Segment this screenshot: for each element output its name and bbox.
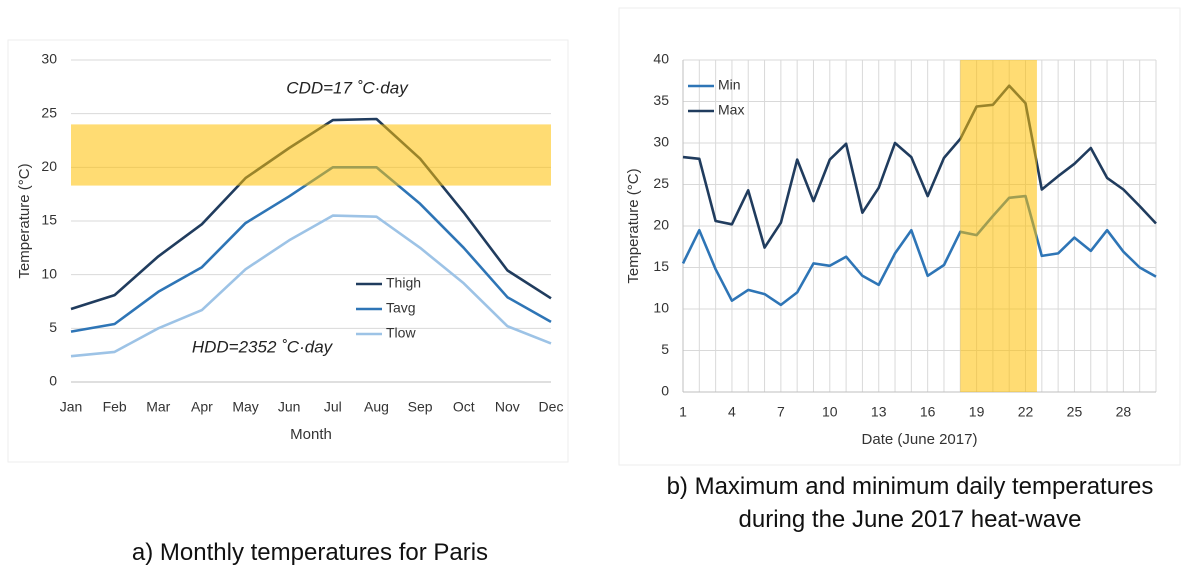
legend-label: Min	[718, 77, 741, 93]
chart-a-frame	[7, 39, 569, 463]
y-tick-label: 15	[41, 212, 57, 228]
x-axis-title: Month	[290, 426, 332, 443]
line-series	[70, 166, 552, 333]
y-tick-label: 20	[41, 158, 57, 174]
y-tick-label: 5	[661, 341, 669, 357]
y-tick-label: 0	[661, 383, 669, 399]
y-axis-title: Temperature (°C)	[16, 163, 33, 278]
x-tick-label: 19	[969, 404, 985, 420]
y-tick-label: 30	[41, 51, 57, 67]
y-tick-label: 30	[653, 134, 669, 150]
x-tick-label: 28	[1116, 404, 1132, 420]
x-tick-label: Jan	[60, 399, 83, 415]
x-tick-label: Oct	[453, 399, 475, 415]
y-tick-label: 25	[653, 175, 669, 191]
y-tick-label: 40	[653, 51, 669, 67]
x-tick-label: Sep	[408, 399, 433, 415]
x-tick-label: Mar	[146, 399, 170, 415]
x-tick-label: 25	[1067, 404, 1083, 420]
x-tick-label: Dec	[539, 399, 564, 415]
x-tick-label: 4	[728, 404, 736, 420]
x-tick-label: 1	[679, 404, 687, 420]
caption: a) Monthly temperatures for Paris	[131, 539, 489, 566]
legend-label: Thigh	[386, 275, 421, 291]
y-tick-label: 10	[653, 300, 669, 316]
x-tick-label: Jun	[278, 399, 301, 415]
highlight-band	[71, 124, 551, 186]
x-tick-label: Nov	[495, 399, 520, 415]
legend-label: Tavg	[386, 300, 416, 316]
x-tick-label: 7	[777, 404, 785, 420]
line-series	[70, 214, 552, 358]
line-series	[681, 194, 1157, 307]
chart-b-frame	[618, 7, 1181, 466]
y-axis-title: Temperature (°C)	[625, 168, 642, 283]
line-series	[682, 84, 1157, 249]
x-axis-title: Date (June 2017)	[862, 431, 978, 448]
legend-label: Max	[718, 102, 744, 118]
caption: b) Maximum and minimum daily temperature…	[666, 473, 1154, 533]
x-tick-label: Feb	[103, 399, 127, 415]
annotation: CDD=17 ˚C·day	[286, 78, 409, 97]
x-tick-label: Apr	[191, 399, 213, 415]
x-tick-label: May	[232, 399, 258, 415]
annotation: HDD=2352 ˚C·day	[192, 337, 334, 356]
y-tick-label: 15	[653, 258, 669, 274]
x-tick-label: 13	[871, 404, 887, 420]
y-tick-label: 10	[41, 265, 57, 281]
x-tick-label: Jul	[324, 399, 342, 415]
y-tick-label: 0	[49, 373, 57, 389]
legend-label: Tlow	[386, 325, 416, 341]
x-tick-label: Aug	[364, 399, 389, 415]
y-tick-label: 25	[41, 104, 57, 120]
x-tick-label: 16	[920, 404, 936, 420]
y-tick-label: 35	[653, 92, 669, 108]
x-tick-label: 10	[822, 404, 838, 420]
y-tick-label: 20	[653, 217, 669, 233]
y-tick-label: 5	[49, 319, 57, 335]
highlight-band	[960, 60, 1037, 392]
x-tick-label: 22	[1018, 404, 1034, 420]
